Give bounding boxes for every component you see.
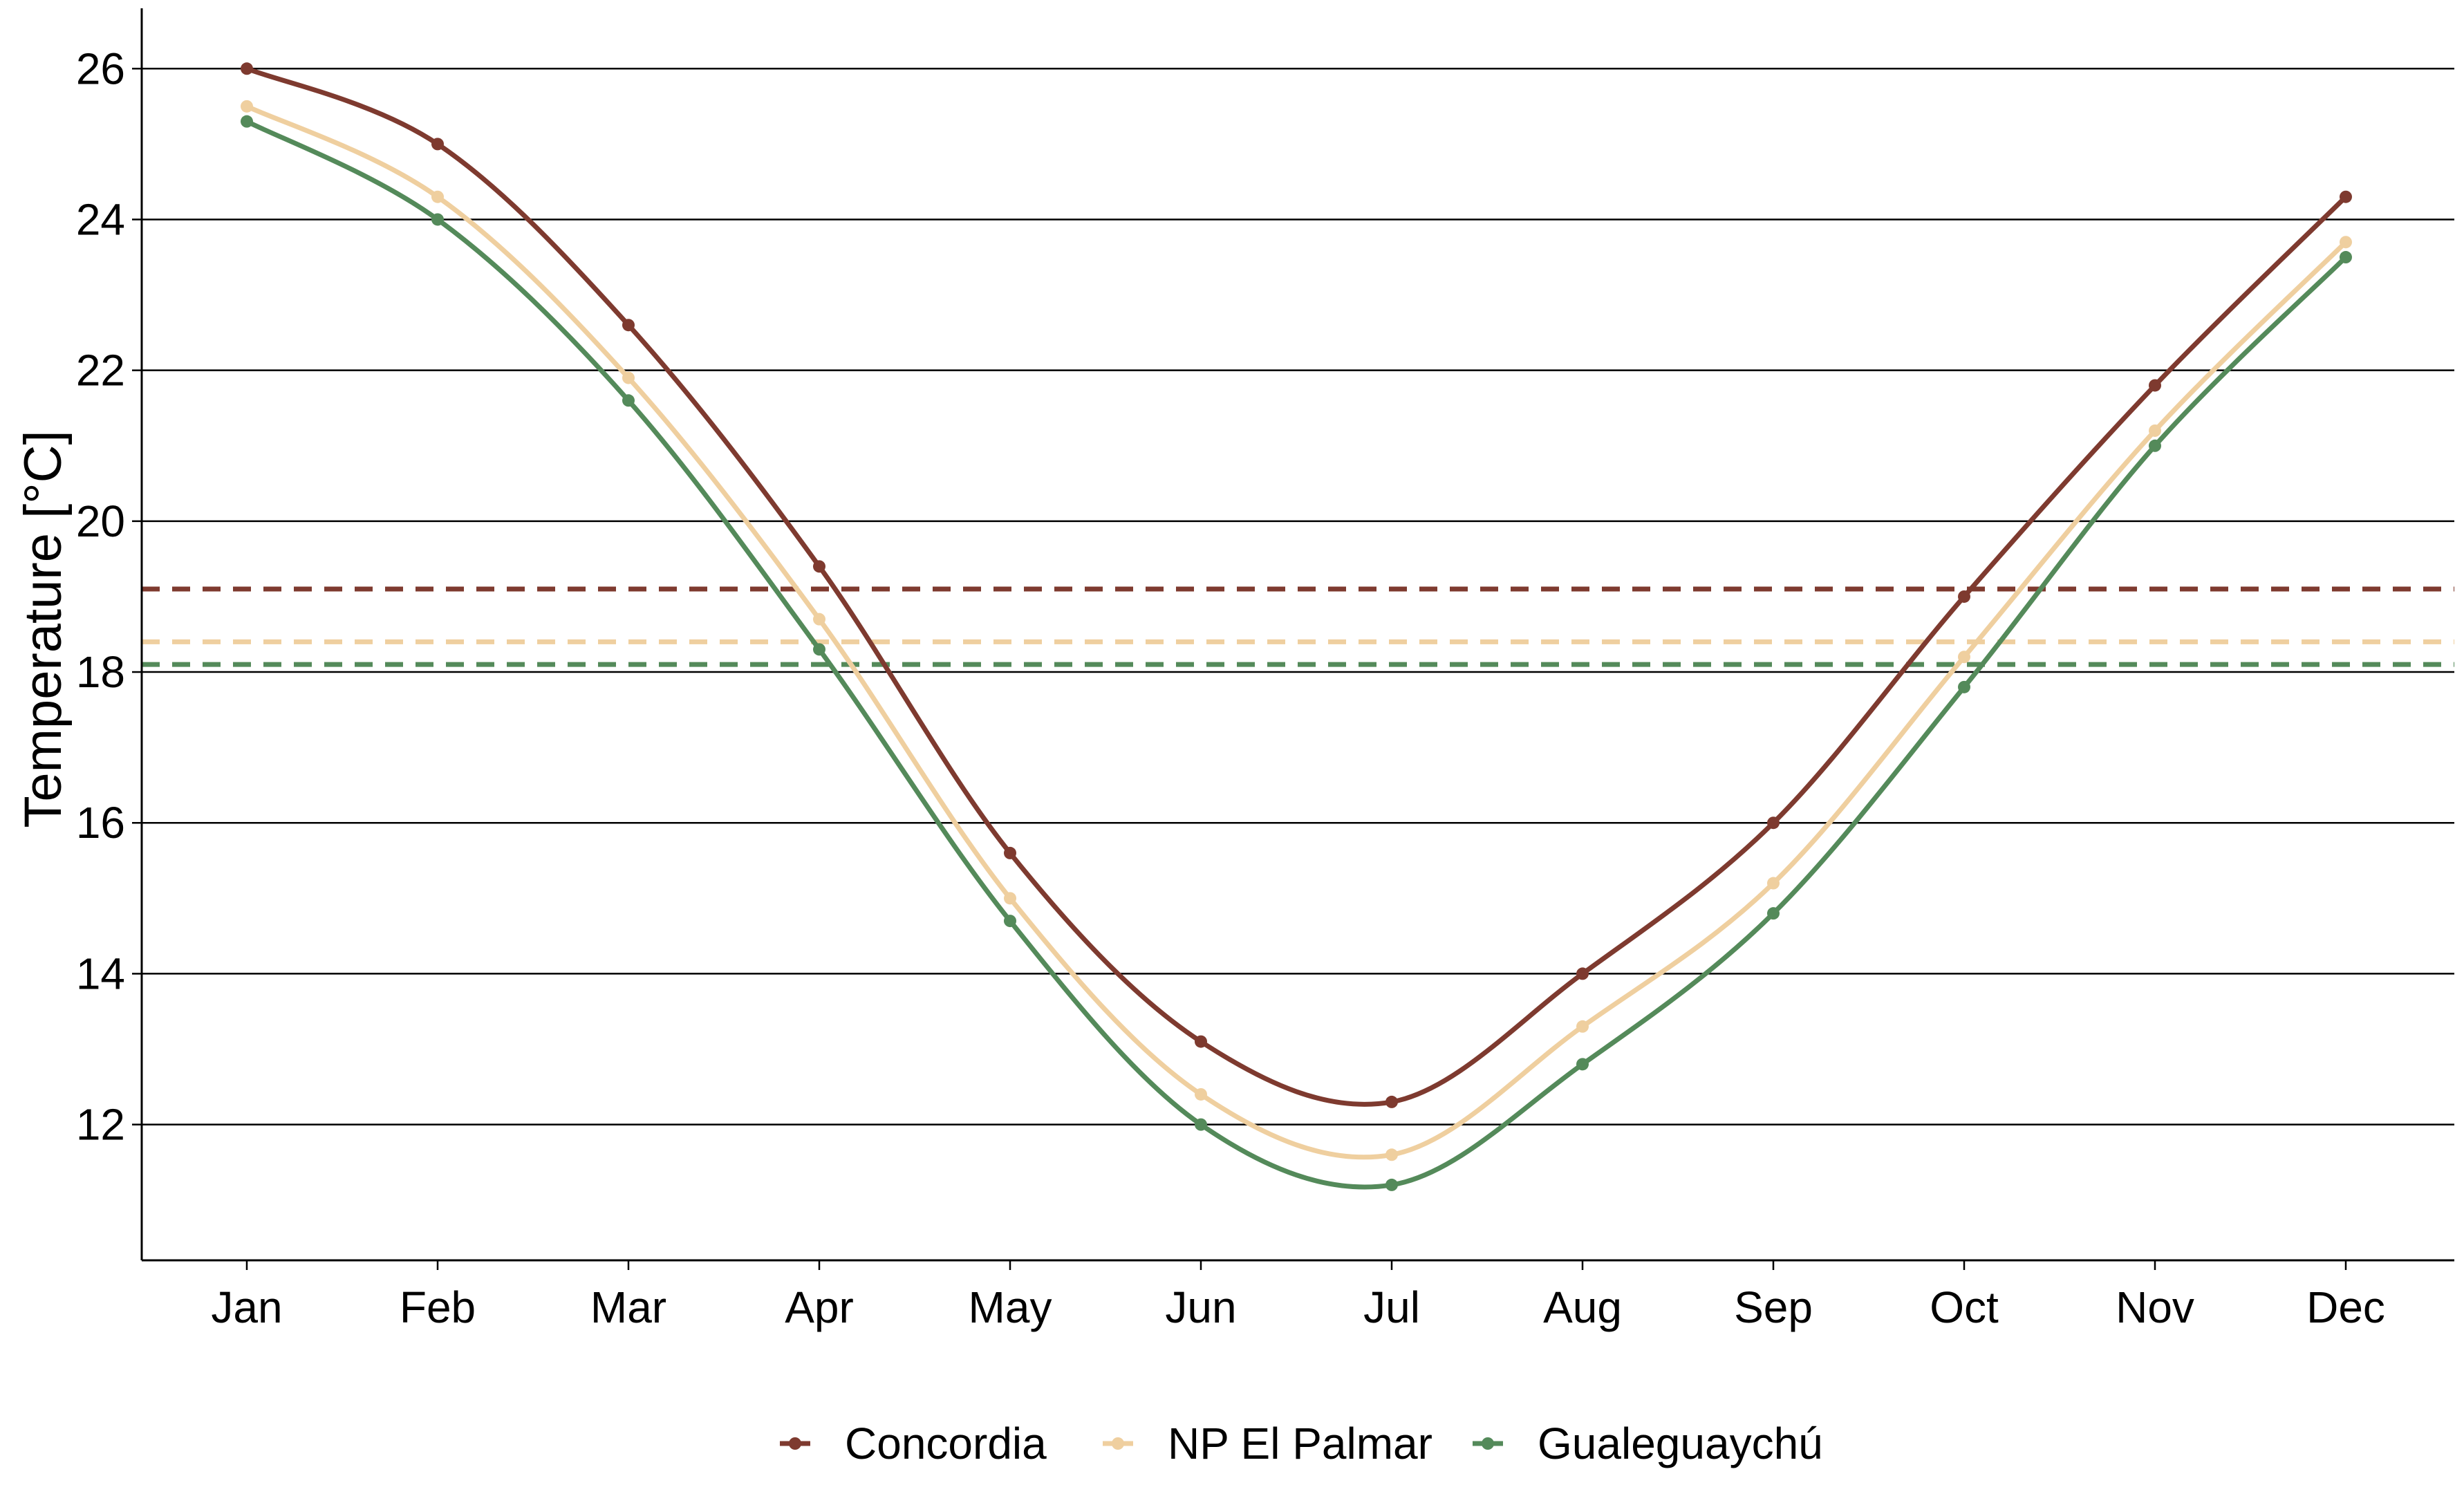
- data-point-series-3-feb: [431, 213, 444, 226]
- x-tick-label-sep: Sep: [1734, 1282, 1813, 1332]
- y-axis-title: Temperature [°C]: [14, 430, 73, 828]
- data-point-series-3-jul: [1385, 1178, 1398, 1191]
- series-line-2: [245, 104, 2348, 1160]
- data-point-series-1-apr: [813, 560, 825, 573]
- series-line-1: [245, 66, 2348, 1107]
- x-tick-label-jan: Jan: [211, 1282, 282, 1332]
- data-point-series-3-sep: [1767, 907, 1780, 920]
- data-point-series-2-sep: [1767, 877, 1780, 890]
- data-point-series-3-aug: [1576, 1058, 1589, 1071]
- data-point-series-1-feb: [431, 138, 444, 151]
- legend-label-2: NP El Palmar: [1168, 1419, 1432, 1468]
- data-point-series-1-jan: [241, 62, 253, 75]
- data-point-series-2-jul: [1385, 1148, 1398, 1161]
- y-tick-label-18: 18: [76, 647, 125, 697]
- legend-label-3: Gualeguaychú: [1538, 1419, 1823, 1468]
- legend-key-point-1: [789, 1437, 801, 1450]
- mean-lines: [142, 586, 2454, 667]
- y-tick-label-24: 24: [76, 194, 125, 244]
- data-point-series-3-apr: [813, 643, 825, 656]
- x-tick-label-aug: Aug: [1543, 1282, 1622, 1332]
- x-tick-label-nov: Nov: [2116, 1282, 2194, 1332]
- data-point-series-2-jun: [1195, 1087, 1207, 1101]
- y-tick-label-14: 14: [76, 949, 125, 998]
- data-point-series-2-may: [1004, 892, 1016, 905]
- data-point-series-2-apr: [813, 613, 825, 626]
- data-point-series-2-jan: [241, 100, 253, 113]
- axes: [140, 8, 2454, 1262]
- legend: Concordia NP El Palmar Gualeguaychú: [780, 1419, 1823, 1468]
- data-point-series-1-may: [1004, 846, 1016, 859]
- data-point-series-2-oct: [1958, 651, 1970, 664]
- y-tick-label-16: 16: [76, 798, 125, 848]
- x-tick-label-apr: Apr: [785, 1282, 854, 1332]
- x-tick-label-feb: Feb: [400, 1282, 476, 1332]
- data-point-series-1-sep: [1767, 816, 1780, 830]
- data-point-series-1-oct: [1958, 590, 1970, 603]
- data-point-series-1-aug: [1576, 967, 1589, 980]
- data-point-series-1-jun: [1195, 1035, 1207, 1048]
- x-tick-label-dec: Dec: [2306, 1282, 2385, 1332]
- data-point-series-1-mar: [622, 319, 635, 332]
- legend-label-1: Concordia: [845, 1419, 1047, 1468]
- legend-key-point-2: [1112, 1437, 1124, 1450]
- data-point-series-1-jul: [1385, 1095, 1398, 1108]
- data-point-series-2-nov: [2149, 424, 2161, 437]
- data-point-series-2-aug: [1576, 1020, 1589, 1033]
- y-tick-label-20: 20: [76, 496, 125, 546]
- y-tick-label-22: 22: [76, 346, 125, 395]
- data-point-series-1-nov: [2149, 379, 2161, 392]
- x-tick-label-jun: Jun: [1165, 1282, 1236, 1332]
- series-points: [241, 62, 2352, 1191]
- data-point-series-3-mar: [622, 394, 635, 407]
- x-tick-label-jul: Jul: [1363, 1282, 1420, 1332]
- x-ticks: Jan Feb Mar Apr May Jun Jul Aug Sep Oct Nov Dec: [211, 1260, 2385, 1332]
- data-point-series-3-may: [1004, 915, 1016, 928]
- data-point-series-3-dec: [2340, 251, 2352, 264]
- data-point-series-3-jan: [241, 115, 253, 128]
- y-tick-label-12: 12: [76, 1100, 125, 1150]
- x-tick-label-mar: Mar: [590, 1282, 666, 1332]
- x-tick-label-oct: Oct: [1930, 1282, 1999, 1332]
- y-ticks: 12 14 16 18 20 22 24 26: [76, 44, 142, 1150]
- data-point-series-3-nov: [2149, 439, 2161, 452]
- y-tick-label-26: 26: [76, 44, 125, 93]
- legend-key-point-3: [1482, 1437, 1494, 1450]
- data-point-series-1-dec: [2340, 190, 2352, 203]
- data-point-series-3-jun: [1195, 1118, 1207, 1131]
- x-tick-label-may: May: [969, 1282, 1052, 1332]
- data-point-series-2-dec: [2340, 236, 2352, 249]
- data-point-series-3-oct: [1958, 680, 1970, 693]
- data-point-series-2-feb: [431, 190, 444, 203]
- data-point-series-2-mar: [622, 371, 635, 384]
